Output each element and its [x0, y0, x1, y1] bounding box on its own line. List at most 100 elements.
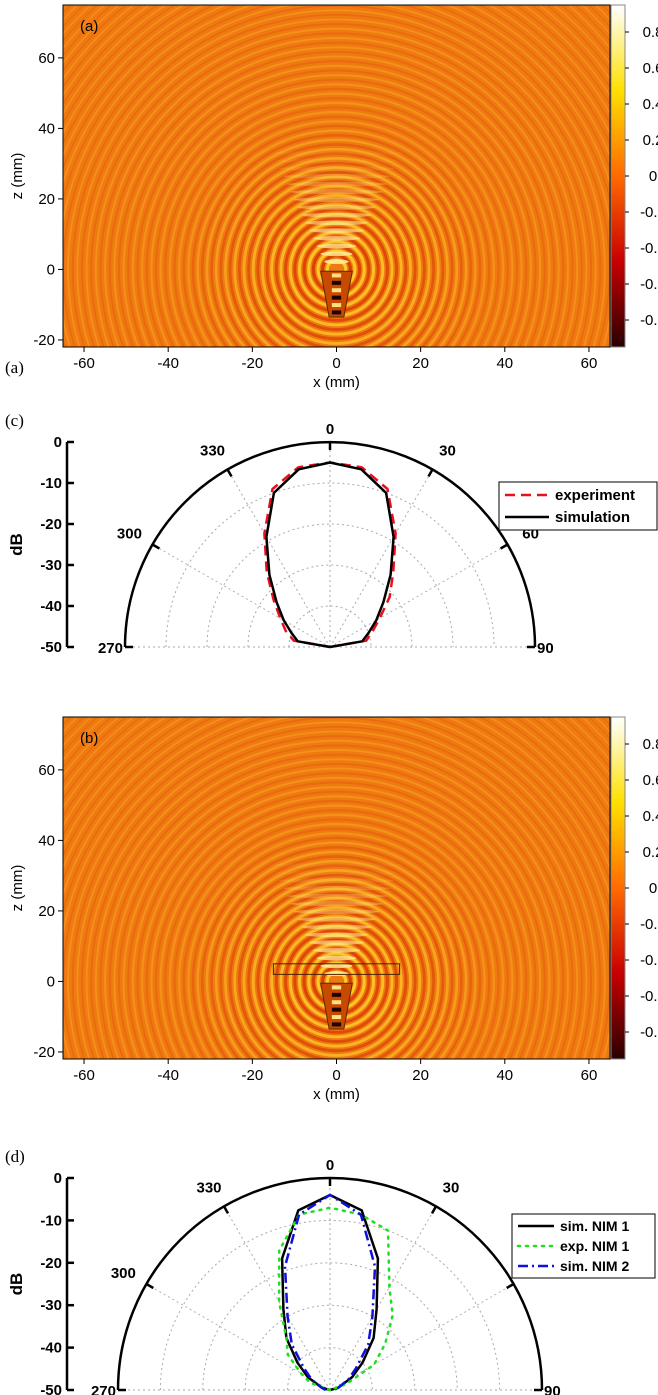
colorbar-tick-label: 0.4: [643, 96, 658, 113]
polar-grid-spoke: [146, 1283, 331, 1391]
wavefront-bright: [187, 832, 486, 1059]
beam-lobe: [309, 228, 364, 233]
x-tick-label: 40: [496, 1067, 513, 1084]
wavefront-dark: [228, 161, 445, 347]
angle-tick-label: 30: [439, 442, 456, 459]
legend-label: sim. NIM 1: [560, 1218, 629, 1234]
radial-tick-label: 0: [54, 434, 62, 451]
wavefront-dark: [99, 744, 574, 1059]
wavefront-dark: [265, 910, 408, 1053]
x-tick-label: 0: [332, 355, 340, 372]
source-standing-wave: [331, 280, 342, 285]
wavefront-bright: [251, 896, 422, 1059]
wavefront-dark: [154, 799, 519, 1059]
wavefront-bright: [104, 37, 569, 347]
angle-tick-mark: [506, 1282, 515, 1290]
angle-tick-label: 270: [91, 1383, 116, 1395]
y-tick-label: 20: [38, 191, 55, 208]
beam-lobe: [305, 932, 368, 938]
wavefront-bright: [150, 795, 523, 1059]
y-axis-label: z (mm): [9, 153, 26, 200]
radial-tick-label: -50: [40, 1382, 62, 1395]
wavefront-bright: [67, 717, 606, 1059]
y-axis-label: z (mm): [9, 865, 26, 912]
beam-lobe: [294, 909, 379, 914]
x-axis-label: x (mm): [313, 1086, 360, 1103]
wavefront-dark: [284, 929, 389, 1034]
series-line-sim-nim-2: [283, 1193, 377, 1392]
source-standing-wave: [331, 303, 342, 308]
wavefront-bright: [233, 878, 440, 1059]
wavefront-dark: [210, 143, 463, 347]
angle-tick-mark: [222, 1205, 230, 1214]
beam-lobe: [278, 166, 395, 171]
wavefront-dark: [71, 717, 602, 1059]
beam-lobe: [316, 955, 357, 961]
legend-box: [498, 481, 658, 531]
wavefront-dark: [118, 50, 555, 347]
wavefront-bright: [67, 5, 606, 347]
beam-lobe: [316, 243, 357, 249]
x-tick-label: -60: [73, 355, 95, 372]
beam-lobe: [275, 870, 398, 876]
beam-lobe: [297, 205, 376, 210]
wavefront-bright: [270, 203, 403, 336]
wavefront-bright: [122, 767, 551, 1059]
wavefront-bright: [178, 110, 495, 347]
beam-lobe: [271, 862, 402, 868]
polar-grid-spoke: [329, 1283, 514, 1391]
polar-grid-spoke: [223, 1206, 331, 1391]
wavefront-dark: [247, 180, 426, 347]
x-tick-label: -20: [242, 355, 264, 372]
wavefront-dark: [201, 133, 472, 347]
legend-label: simulation: [555, 509, 630, 526]
radial-tick-label: -20: [40, 1255, 62, 1272]
y-tick-label: 0: [47, 973, 55, 990]
wavefront-bright: [270, 915, 403, 1048]
y-tick-label: -20: [33, 332, 55, 349]
colorbar-tick-label: 0.6: [643, 772, 658, 789]
polar-grid-circle: [288, 605, 372, 648]
angle-tick-label: 330: [196, 1179, 221, 1196]
colorbar-tick-label: -0.4: [640, 952, 658, 969]
y-axis-label: dB: [7, 1273, 26, 1296]
source-standing-wave: [331, 985, 342, 990]
angle-tick-label: 300: [111, 1265, 136, 1282]
angle-tick-mark: [145, 1282, 154, 1290]
wavefront-bright: [233, 166, 440, 347]
wavefront-dark: [237, 882, 436, 1059]
beam-lobe: [275, 158, 398, 164]
source-region: [320, 270, 353, 318]
wavefront-dark: [274, 207, 399, 332]
colorbar-tick-label: -0.4: [640, 240, 658, 257]
wavefront-bright: [113, 758, 560, 1059]
wavefront-dark: [90, 23, 583, 347]
wavefront-bright: [224, 869, 449, 1059]
panel-label-outside: (a): [5, 358, 24, 377]
x-tick-label: 60: [581, 1067, 598, 1084]
y-tick-label: -20: [33, 1044, 55, 1061]
wavefront-bright: [104, 749, 569, 1059]
beam-lobe: [271, 150, 402, 156]
angle-tick-label: 0: [326, 1157, 334, 1174]
beam-lobe: [320, 963, 353, 969]
wavefront-bright: [131, 776, 542, 1059]
x-tick-label: -20: [242, 1067, 264, 1084]
wavefront-bright: [178, 822, 495, 1059]
wavefront-dark: [256, 189, 417, 347]
y-tick-label: 0: [47, 261, 55, 278]
wavefront-bright: [251, 184, 422, 347]
polar-grid-spoke: [329, 544, 508, 648]
beam-lobe: [301, 924, 372, 930]
wavefront-bright: [141, 74, 532, 347]
wavefront-dark: [81, 14, 592, 347]
wavefront-dark: [71, 5, 602, 347]
wavefront-bright: [242, 175, 431, 347]
legend-label: exp. NIM 1: [560, 1238, 629, 1254]
wavefront-dark: [118, 762, 555, 1059]
heatmap-panel-b: -60 -40 -20 0 20 40 60 -20 0 20 40 60 x (mm) z (mm) (b…: [9, 716, 658, 1103]
polar-grid-circle: [287, 1347, 373, 1391]
colorbar: [610, 4, 626, 348]
source-standing-wave: [331, 288, 342, 293]
colorbar-tick-label: -0.6: [640, 988, 658, 1005]
